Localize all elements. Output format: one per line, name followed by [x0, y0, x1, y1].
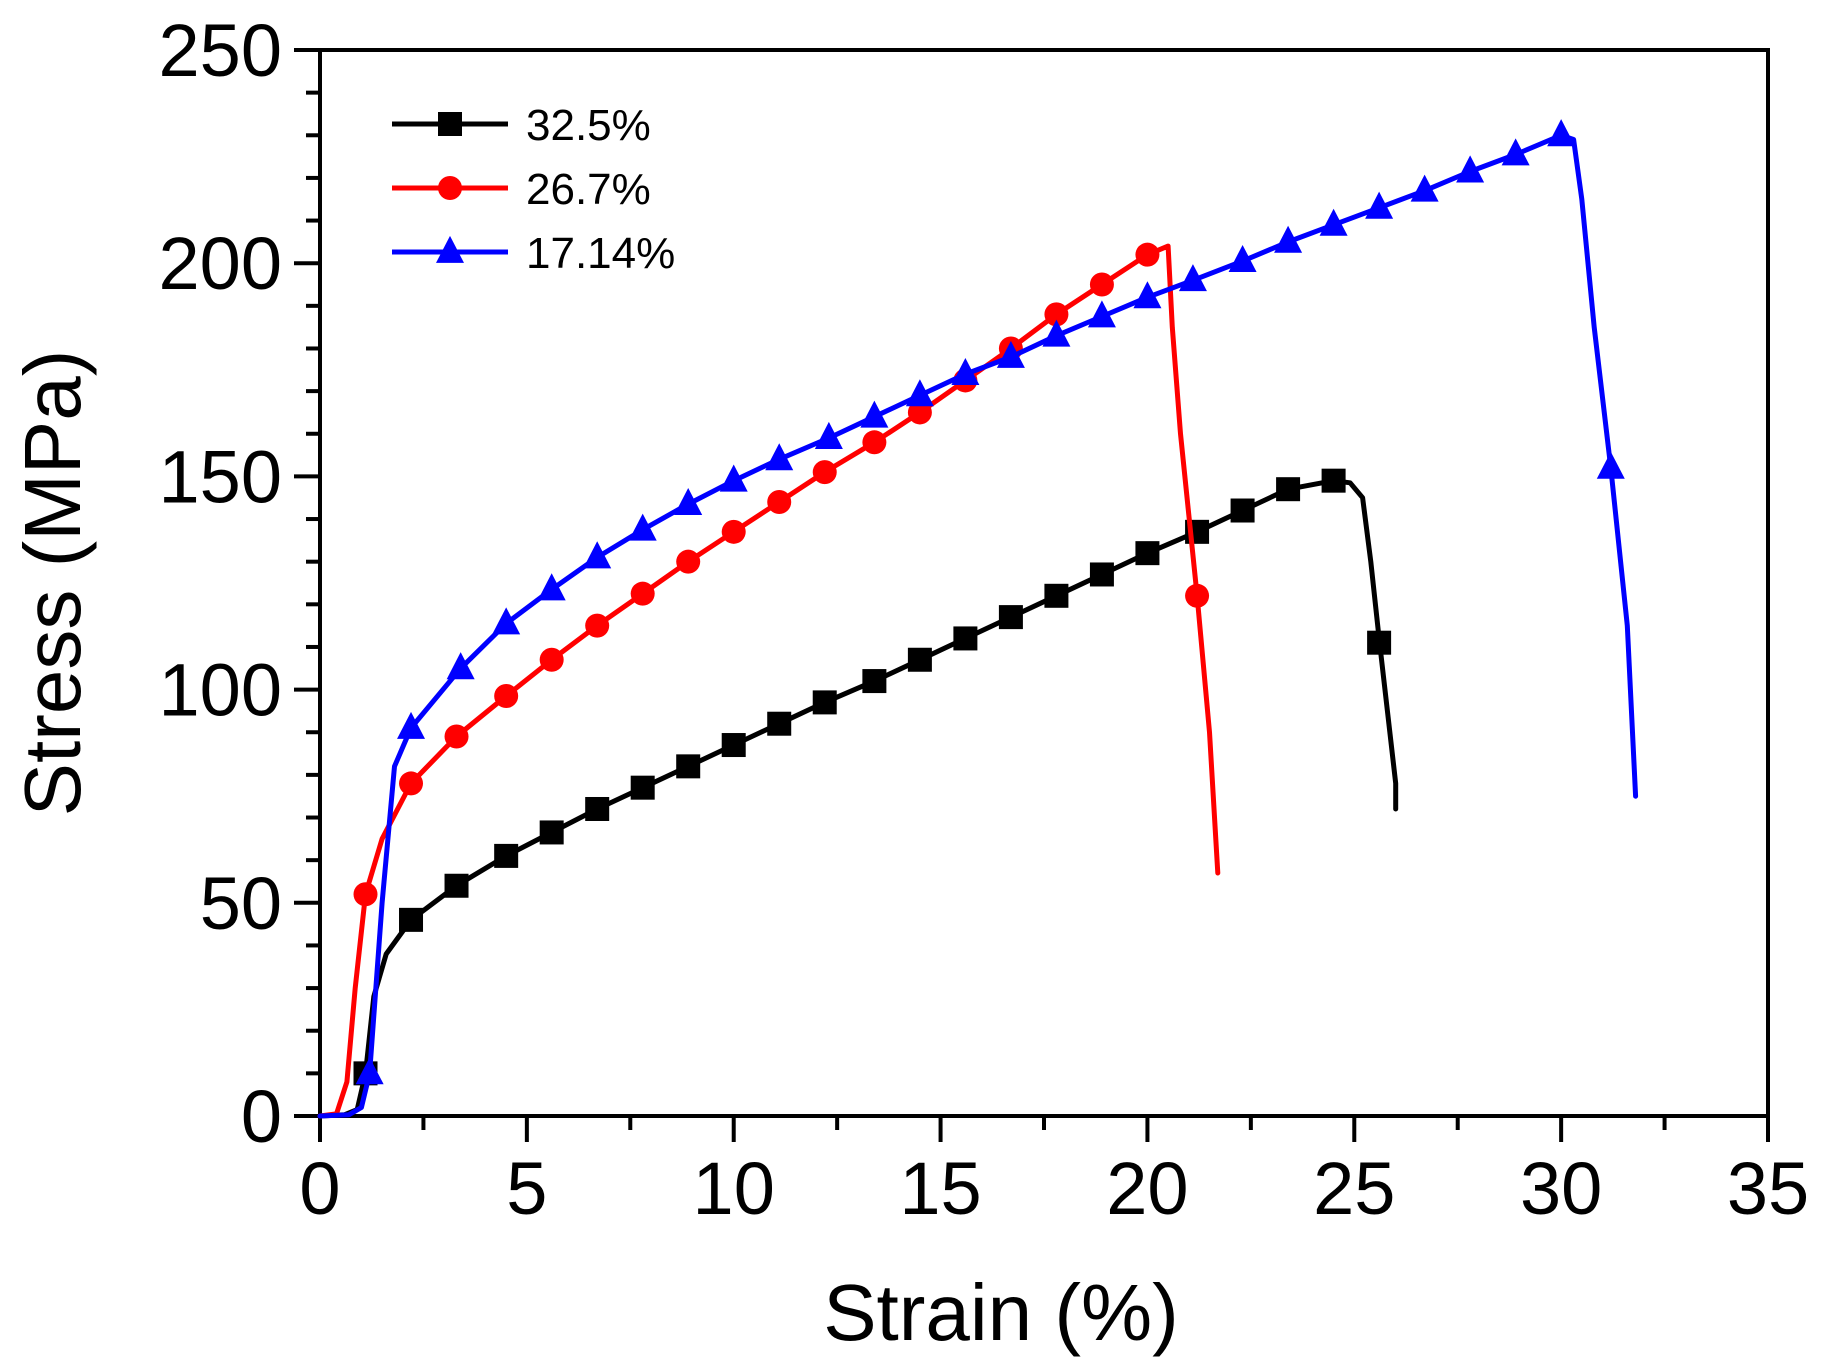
data-point: [444, 724, 469, 749]
legend-marker: [438, 112, 462, 136]
data-point: [397, 711, 426, 739]
x-tick-label: 30: [1520, 1147, 1602, 1230]
data-point: [676, 549, 701, 574]
data-point: [1185, 583, 1210, 608]
data-point: [399, 907, 424, 932]
data-point: [1367, 630, 1392, 655]
data-point: [399, 771, 424, 796]
data-point: [1410, 174, 1439, 202]
data-point: [585, 613, 610, 638]
x-tick-label: 5: [506, 1147, 547, 1230]
y-tick-label: 150: [159, 435, 282, 518]
data-point: [630, 581, 655, 606]
data-point: [996, 340, 1025, 368]
y-tick-label: 0: [241, 1075, 282, 1158]
data-point: [765, 443, 794, 471]
data-point: [1042, 319, 1071, 347]
data-point: [953, 626, 978, 651]
y-tick-label: 200: [159, 222, 282, 305]
data-point: [812, 460, 837, 485]
data-point: [1230, 498, 1255, 523]
legend-label: 26.7%: [526, 165, 651, 214]
data-point: [494, 683, 519, 708]
series-17.14%: [317, 119, 1639, 1119]
data-point: [444, 873, 469, 898]
x-tick-label: 35: [1727, 1147, 1809, 1230]
data-point: [494, 843, 519, 868]
data-point: [1133, 281, 1162, 309]
data-point: [539, 647, 564, 672]
series-line: [317, 243, 1221, 1119]
data-point: [1087, 300, 1116, 328]
data-point: [1044, 583, 1069, 608]
data-point: [721, 519, 746, 544]
data-point: [583, 541, 612, 569]
data-point: [1274, 225, 1303, 253]
ticks-layer: 0 5 10 15 20 25 30 35 0 50 100 150 200 250: [159, 9, 1810, 1230]
legend-marker: [438, 176, 462, 200]
series-32.5%: [317, 468, 1399, 1119]
legend: 32.5% 26.7% 17.14%: [392, 101, 675, 278]
data-point: [1135, 242, 1160, 267]
data-point: [1089, 562, 1114, 587]
x-tick-label: 15: [899, 1147, 981, 1230]
y-tick-label: 50: [200, 862, 282, 945]
series-layer: [317, 119, 1639, 1119]
data-point: [628, 513, 657, 541]
x-tick-label: 20: [1106, 1147, 1188, 1230]
data-point: [353, 882, 378, 907]
data-point: [630, 775, 655, 800]
data-point: [767, 711, 792, 736]
series-line: [317, 478, 1399, 1119]
data-point: [1135, 541, 1160, 566]
data-point: [951, 357, 980, 385]
x-tick-label: 25: [1313, 1147, 1395, 1230]
data-point: [585, 796, 610, 821]
data-point: [907, 647, 932, 672]
data-point: [355, 1057, 384, 1085]
data-point: [1089, 272, 1114, 297]
data-point: [1228, 244, 1257, 272]
y-axis-label: Stress (MPa): [8, 350, 97, 817]
data-point: [812, 690, 837, 715]
series-26.7%: [317, 242, 1221, 1119]
data-point: [814, 421, 843, 449]
x-tick-label: 0: [299, 1147, 340, 1230]
data-point: [1178, 264, 1207, 292]
data-point: [676, 754, 701, 779]
y-tick-label: 100: [159, 649, 282, 732]
data-point: [537, 573, 566, 601]
data-point: [860, 400, 889, 428]
data-point: [446, 652, 475, 680]
legend-label: 32.5%: [526, 101, 651, 150]
x-tick-label: 10: [693, 1147, 775, 1230]
legend-label: 17.14%: [526, 229, 675, 278]
data-point: [1044, 302, 1069, 327]
y-tick-label: 250: [159, 9, 282, 92]
data-point: [539, 820, 564, 845]
data-point: [719, 464, 748, 492]
data-point: [1596, 451, 1625, 479]
data-point: [721, 733, 746, 758]
data-point: [767, 489, 792, 514]
data-point: [1319, 208, 1348, 236]
data-point: [1321, 468, 1346, 493]
data-point: [492, 607, 521, 635]
data-point: [1365, 191, 1394, 219]
x-axis-label: Strain (%): [823, 1268, 1179, 1357]
data-point: [905, 379, 934, 407]
series-line: [317, 132, 1639, 1119]
data-point: [1456, 155, 1485, 183]
data-point: [998, 605, 1023, 630]
data-point: [1276, 477, 1301, 502]
data-point: [1547, 119, 1576, 147]
data-point: [862, 430, 887, 455]
data-point: [674, 487, 703, 516]
legend-marker: [436, 235, 464, 263]
data-point: [862, 669, 887, 694]
data-point: [1501, 138, 1530, 166]
data-point: [907, 400, 932, 425]
